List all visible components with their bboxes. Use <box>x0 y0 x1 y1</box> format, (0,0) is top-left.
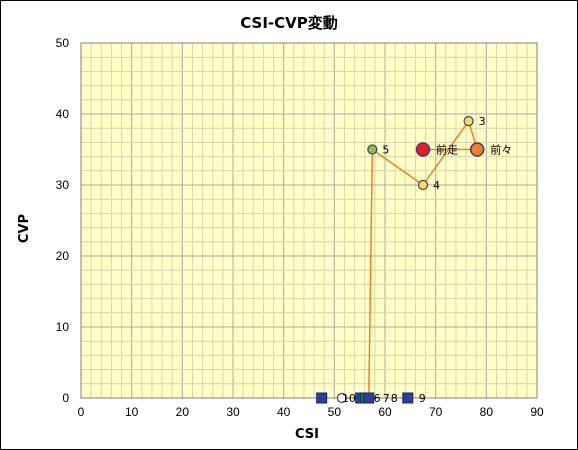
point-label: 4 <box>433 179 440 192</box>
point-marker <box>417 179 429 191</box>
point-marker-square <box>402 392 414 404</box>
y-axis-label: CVP <box>17 214 32 243</box>
y-tick-label: 20 <box>56 249 70 263</box>
x-tick-label: 10 <box>125 405 139 419</box>
point-marker <box>463 115 474 127</box>
y-tick-label: 40 <box>56 107 70 121</box>
point-label: 5 <box>382 144 389 157</box>
x-axis-label: CSI <box>295 427 319 442</box>
plot-area <box>81 43 537 398</box>
point-label: 9 <box>419 392 426 405</box>
y-tick-labels: 0 10 20 30 40 50 <box>56 36 70 405</box>
x-tick-label: 40 <box>277 405 291 419</box>
point-label: 7 <box>383 392 390 405</box>
point-marker <box>336 392 348 404</box>
x-tick-label: 0 <box>78 405 85 419</box>
x-tick-label: 90 <box>530 405 544 419</box>
point-label: 6 <box>374 392 381 405</box>
x-tick-label: 30 <box>226 405 240 419</box>
y-tick-label: 0 <box>62 391 69 405</box>
x-tick-label: 60 <box>378 405 392 419</box>
x-tick-label: 20 <box>176 405 190 419</box>
plot-border <box>80 42 538 399</box>
x-tick-label: 70 <box>429 405 443 419</box>
chart-title: CSI-CVP変動 <box>240 14 338 32</box>
y-tick-label: 10 <box>56 320 70 334</box>
x-tick-labels: 0 10 20 30 40 50 60 70 80 90 <box>78 405 544 419</box>
trajectory-series: 5 4 3 前々 前走 10 6 7 8 9 <box>316 115 512 405</box>
point-label: 前走 <box>436 143 458 157</box>
y-tick-label: 50 <box>56 36 70 50</box>
point-label: 前々 <box>490 143 512 157</box>
point-marker <box>367 144 378 155</box>
point-label: 3 <box>479 115 486 128</box>
point-label: 8 <box>391 392 398 405</box>
point-marker-square <box>316 392 328 404</box>
point-marker-large <box>469 142 485 157</box>
point-marker-large <box>415 142 431 157</box>
x-tick-label: 50 <box>328 405 342 419</box>
point-label: 10 <box>342 392 356 405</box>
y-tick-label: 30 <box>56 178 70 192</box>
x-tick-label: 80 <box>480 405 494 419</box>
point-marker-square <box>363 392 375 404</box>
